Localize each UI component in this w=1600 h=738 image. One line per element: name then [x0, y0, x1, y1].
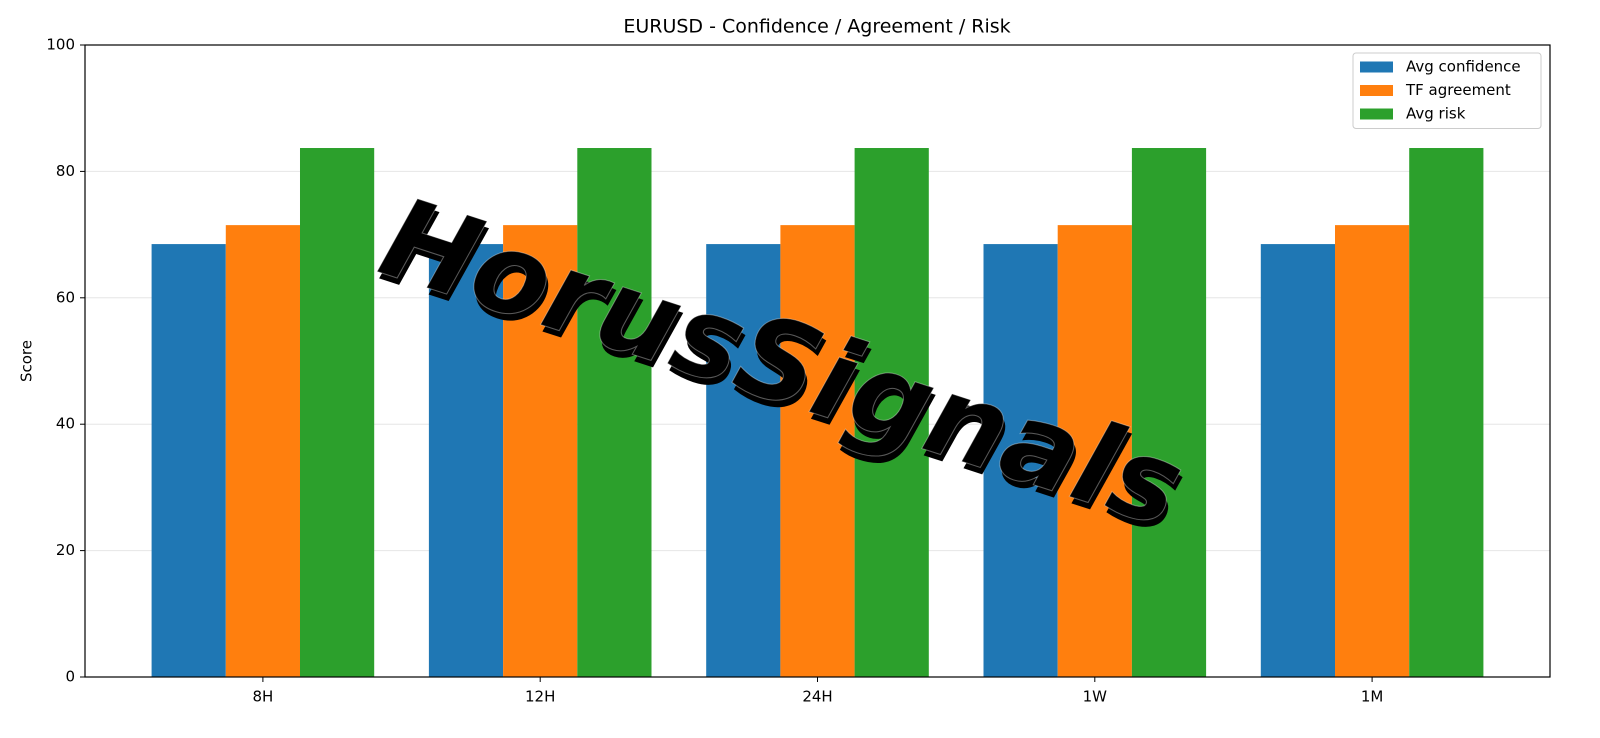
x-tick-label: 1W — [1083, 688, 1108, 706]
bar — [1131, 148, 1207, 678]
legend-swatch — [1360, 85, 1393, 96]
bars — [151, 148, 1484, 678]
x-tick-label: 12H — [525, 688, 555, 706]
y-tick-label: 100 — [46, 36, 75, 54]
x-tick-label: 1M — [1361, 688, 1384, 706]
bar — [503, 225, 578, 677]
y-tick-label: 0 — [65, 668, 75, 686]
bar — [577, 148, 652, 678]
legend: Avg confidence TF agreement Avg risk — [1352, 52, 1542, 129]
bar — [983, 244, 1058, 677]
bar — [706, 244, 781, 677]
y-axis-label: Score — [18, 340, 36, 382]
legend-swatch — [1360, 61, 1393, 73]
legend-label: Avg confidence — [1406, 58, 1521, 76]
bar — [1409, 148, 1484, 678]
x-tick-label: 24H — [802, 688, 832, 706]
axes: 0 20 40 60 80 100 8H 12H 24H 1W 1M — [46, 36, 1383, 706]
y-tick-label: 20 — [56, 541, 75, 559]
bar — [780, 225, 855, 677]
bar — [299, 148, 375, 678]
legend-swatch — [1360, 108, 1393, 120]
legend-label: Avg risk — [1406, 105, 1466, 123]
chart-title: EURUSD - Confidence / Agreement / Risk — [623, 16, 1010, 38]
legend-box — [1352, 52, 1542, 129]
y-tick-label: 40 — [56, 415, 75, 433]
bar — [1057, 225, 1132, 677]
legend-label: TF agreement — [1405, 81, 1511, 99]
bar — [225, 225, 300, 677]
x-tick-label: 8H — [252, 688, 273, 706]
bar — [428, 244, 504, 677]
bar — [1335, 225, 1410, 677]
y-tick-label: 60 — [56, 288, 75, 306]
bar — [1260, 244, 1336, 677]
y-tick-label: 80 — [56, 162, 75, 180]
bar — [151, 244, 226, 677]
bar — [854, 148, 929, 678]
